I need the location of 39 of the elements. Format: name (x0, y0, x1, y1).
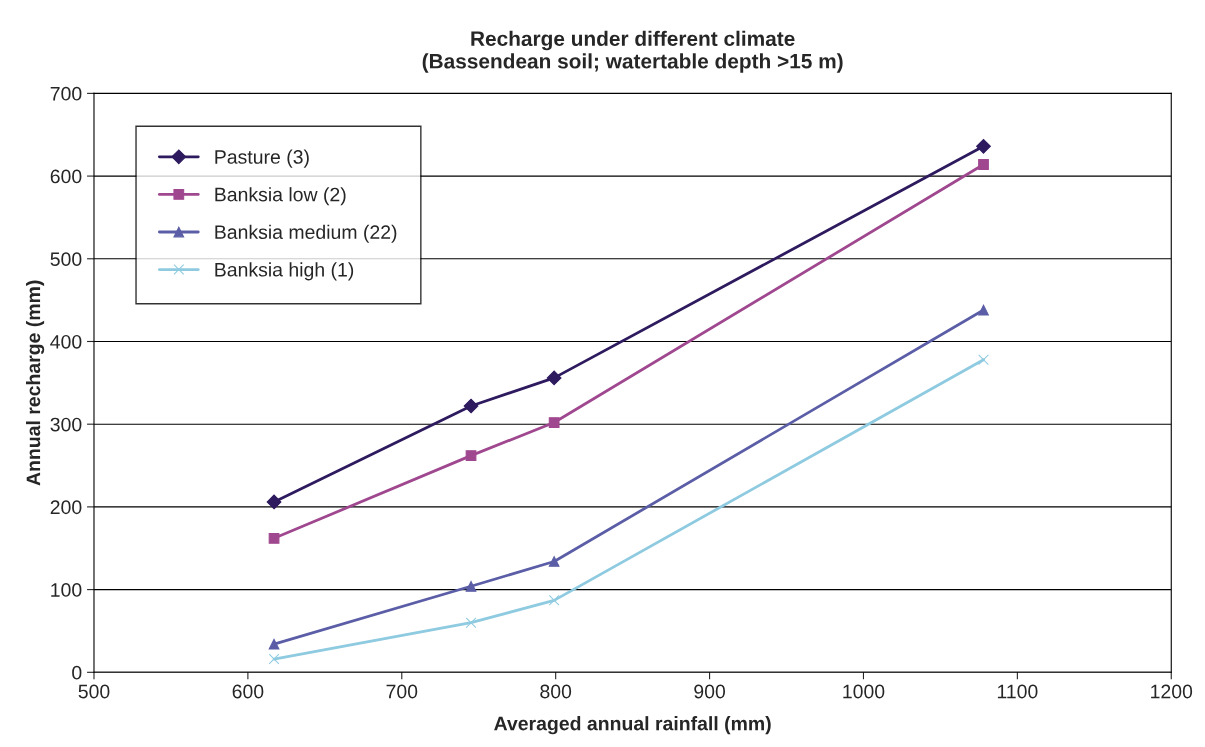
y-tick-label: 500 (50, 252, 82, 267)
point (268, 653, 280, 665)
point (268, 532, 280, 544)
point (976, 138, 991, 154)
y-axis-title: Annual recharge (mm) (25, 280, 45, 486)
point (978, 159, 989, 170)
point (546, 370, 562, 386)
y-tick-label: 600 (50, 169, 82, 184)
y-tick-label: 0 (72, 665, 82, 680)
point (548, 594, 560, 606)
y-tick-label: 100 (51, 583, 82, 597)
chart-title: Recharge under different climate (Bassendean soil; watertable depth >15 m) (422, 30, 843, 73)
point (548, 417, 560, 428)
point (463, 398, 479, 414)
legend-label: Pasture (3) (215, 149, 309, 168)
x-tick-label: 600 (232, 684, 264, 699)
legend-label: Banksia high (1) (215, 262, 354, 281)
x-tick-label: 1200 (1151, 684, 1193, 699)
point (465, 580, 477, 592)
y-tick-label: 400 (50, 334, 82, 349)
x-tick-label: 700 (386, 684, 418, 699)
point (548, 556, 560, 567)
legend-label: Banksia low (2) (215, 187, 346, 206)
point (266, 494, 282, 510)
x-tick-label: 500 (78, 684, 110, 699)
x-tick-label: 1000 (843, 684, 885, 699)
x-tick-label: 900 (694, 684, 726, 699)
legend-label: Banksia medium (22) (215, 224, 397, 243)
point (978, 354, 989, 366)
point (978, 304, 989, 316)
y-tick-label: 300 (50, 417, 82, 432)
x-tick-label: 800 (540, 684, 572, 699)
x-axis-title: Averaged annual rainfall (mm) (494, 716, 771, 735)
y-tick-label: 700 (50, 86, 82, 101)
x-tick-label: 1100 (997, 684, 1038, 699)
y-tick-label: 200 (50, 500, 82, 515)
point (268, 638, 280, 650)
point (465, 617, 477, 629)
point (465, 450, 477, 461)
